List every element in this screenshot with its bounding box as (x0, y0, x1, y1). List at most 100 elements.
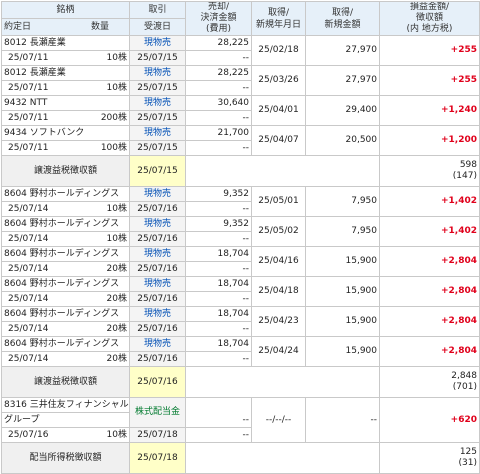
profit-loss: +255 (379, 35, 480, 66)
contract-date: 25/07/14 (8, 263, 49, 274)
contract-date-qty: 25/07/11 10株 (1, 80, 130, 96)
profit-loss: +1,200 (379, 125, 480, 156)
date-qty-wrap: 25/07/11 10株 (4, 82, 127, 95)
trade-type: 現物売 (129, 246, 186, 262)
contract-date-qty: 25/07/14 20株 (1, 321, 130, 337)
contract-date-qty: 25/07/16 10株 (1, 427, 130, 443)
sell-amount: 9,352 (185, 216, 252, 232)
table-row: 25/07/14 10株 25/07/16 -- (1, 201, 480, 217)
quantity: 10株 (106, 233, 127, 244)
tax-local-value: (31) (458, 458, 477, 468)
tax-date: 25/07/18 (129, 442, 186, 474)
contract-date-qty: 25/07/14 20株 (1, 351, 130, 367)
fee: -- (185, 231, 252, 247)
stock-name[interactable]: 8316 三井住友フィナンシャル (1, 397, 130, 413)
table-row: 8604 野村ホールディングス 現物売 9,352 25/05/01 7,950 +1,4… (1, 186, 480, 217)
stock-name[interactable]: 8604 野村ホールディングス (1, 186, 130, 202)
header-acq-amount: 取得/ 新規金額 (305, 1, 380, 36)
quantity: 20株 (106, 293, 127, 304)
profit-loss: +255 (379, 65, 480, 96)
stock-name[interactable]: 9434 ソフトバンク (1, 125, 130, 141)
contract-date-qty: 25/07/14 10株 (1, 231, 130, 247)
settle-date: 25/07/16 (129, 201, 186, 217)
table-row: 25/07/14 10株 25/07/16 -- (1, 231, 480, 247)
stock-name[interactable]: 9432 NTT (1, 95, 130, 111)
acq-date: 25/04/07 (251, 125, 306, 156)
quantity: 200株 (100, 112, 127, 123)
date-qty-wrap: 25/07/11 200株 (4, 112, 127, 125)
header-trade: 取引 (129, 1, 186, 19)
header-stock: 銘柄 (1, 1, 130, 19)
acq-date: 25/04/16 (251, 246, 306, 277)
sell-amount: 9,352 (185, 186, 252, 202)
sell-amount: 21,700 (185, 125, 252, 141)
fee: -- (185, 351, 252, 367)
fee: -- (185, 110, 252, 126)
acq-date: 25/04/23 (251, 306, 306, 337)
profit-loss: +2,804 (379, 276, 480, 307)
settle-date: 25/07/16 (129, 261, 186, 277)
table-row: 25/07/11 10株 25/07/15 -- (1, 50, 480, 66)
acq-date: 25/02/18 (251, 35, 306, 66)
header-quantity: 数量 (90, 21, 109, 32)
profit-loss: +1,402 (379, 186, 480, 217)
date-qty-wrap: 25/07/14 10株 (4, 233, 127, 246)
date-qty-wrap: 25/07/14 10株 (4, 203, 127, 216)
settle-date: 25/07/16 (129, 321, 186, 337)
stock-name[interactable]: 8604 野村ホールディングス (1, 216, 130, 232)
date-qty-wrap: 25/07/11 100株 (4, 142, 127, 155)
trade-type: 現物売 (129, 336, 186, 352)
quantity: 10株 (106, 82, 127, 93)
stock-name-line2: グループ (1, 412, 130, 428)
stock-name[interactable]: 8012 長瀬産業 (1, 35, 130, 51)
sell-amount: 28,225 (185, 65, 252, 81)
table-row: 8604 野村ホールディングス 現物売 18,704 25/04/18 15,900 +2… (1, 276, 480, 307)
quantity: 20株 (106, 263, 127, 274)
trade-type: 株式配当金 (129, 397, 186, 428)
acq-amount: 27,970 (305, 65, 380, 96)
quantity: 20株 (106, 353, 127, 364)
fee: -- (185, 261, 252, 277)
sell-amount: 28,225 (185, 35, 252, 51)
settle-date: 25/07/15 (129, 50, 186, 66)
contract-date-qty: 25/07/11 10株 (1, 50, 130, 66)
header-acq-date: 取得/ 新規年月日 (251, 1, 306, 36)
table-row: 25/07/14 20株 25/07/16 -- (1, 321, 480, 337)
stock-name[interactable]: 8604 野村ホールディングス (1, 276, 130, 292)
contract-date-qty: 25/07/14 10株 (1, 201, 130, 217)
stock-name[interactable]: 8012 長瀬産業 (1, 65, 130, 81)
acq-date: 25/04/18 (251, 276, 306, 307)
date-qty-wrap: 25/07/14 20株 (4, 353, 127, 366)
header-settle-date: 受渡日 (129, 18, 186, 36)
acq-amount: -- (305, 397, 380, 443)
trade-type: 現物売 (129, 186, 186, 202)
table-row: 25/07/11 100株 25/07/15 -- (1, 140, 480, 156)
fee: -- (185, 140, 252, 156)
profit-loss: +2,804 (379, 336, 480, 367)
profit-loss: +1,240 (379, 95, 480, 126)
table-row: 8604 野村ホールディングス 現物売 18,704 25/04/24 15,900 +2… (1, 336, 480, 367)
date-qty-wrap: 25/07/14 20株 (4, 323, 127, 336)
contract-date: 25/07/14 (8, 233, 49, 244)
acq-amount: 15,900 (305, 246, 380, 277)
acq-amount: 15,900 (305, 276, 380, 307)
profit-loss: +1,402 (379, 216, 480, 247)
tax-empty (185, 442, 380, 474)
table-row: 8012 長瀬産業 現物売 28,225 25/03/26 27,970 +255 (1, 65, 480, 96)
fee: -- (185, 50, 252, 66)
tax-empty (185, 155, 380, 187)
contract-date-qty: 25/07/14 20株 (1, 291, 130, 307)
trade-type: 現物売 (129, 65, 186, 81)
tax-amount-value: 598 (459, 160, 477, 170)
stock-name[interactable]: 8604 野村ホールディングス (1, 246, 130, 262)
trade-type: 現物売 (129, 95, 186, 111)
header-contract-qty: 約定日 数量 (1, 18, 130, 36)
tax-label: 配当所得税徴収額 (1, 442, 130, 474)
stock-name[interactable]: 8604 野村ホールディングス (1, 336, 130, 352)
contract-date-qty: 25/07/14 20株 (1, 261, 130, 277)
quantity: 100株 (100, 142, 127, 153)
trade-type: 現物売 (129, 306, 186, 322)
tax-local-value: (701) (452, 382, 477, 392)
stock-name[interactable]: 8604 野村ホールディングス (1, 306, 130, 322)
settle-date: 25/07/15 (129, 110, 186, 126)
